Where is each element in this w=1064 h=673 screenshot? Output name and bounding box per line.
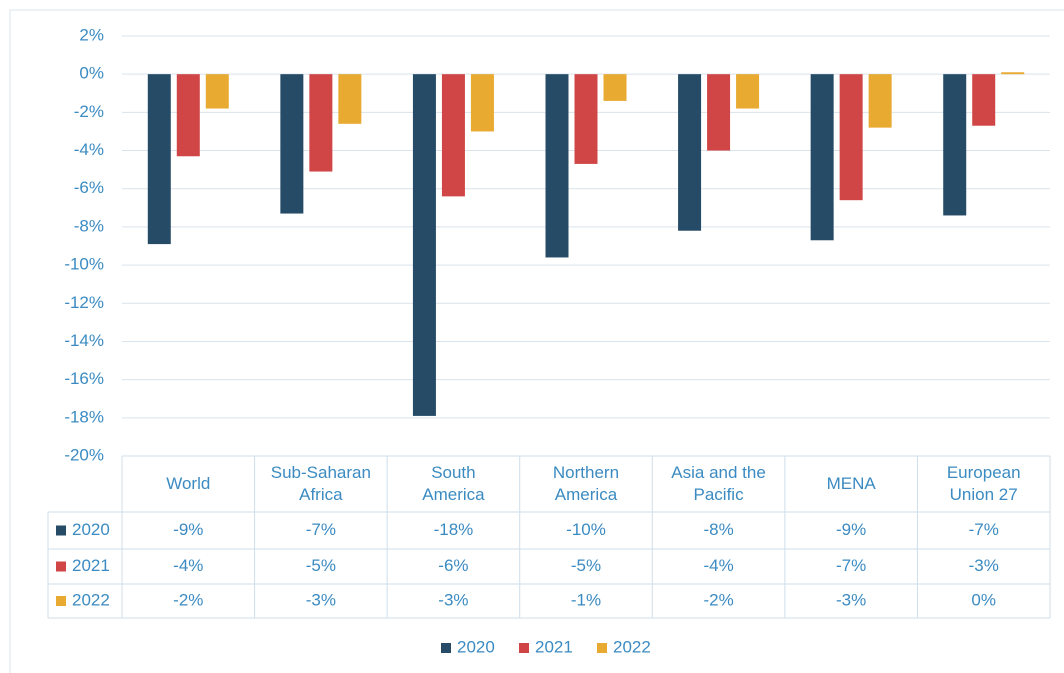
data-label: -18% xyxy=(434,520,474,539)
data-label: -8% xyxy=(703,520,733,539)
data-label: -3% xyxy=(306,590,336,609)
category-label: European Union 27 xyxy=(946,463,1021,504)
data-label: -10% xyxy=(566,520,606,539)
y-tick-label: -2% xyxy=(74,102,104,121)
data-label: -1% xyxy=(571,590,601,609)
bar xyxy=(839,74,863,201)
bar xyxy=(280,74,304,214)
data-label: -5% xyxy=(571,556,601,575)
legend-key xyxy=(56,525,66,536)
bar xyxy=(736,74,760,109)
legend-swatch xyxy=(597,643,607,653)
data-label: -9% xyxy=(836,520,866,539)
bar xyxy=(574,74,598,164)
y-tick-label: -6% xyxy=(74,178,104,197)
y-tick-label: -18% xyxy=(64,407,104,426)
bar xyxy=(868,74,892,128)
category-label: Asia and the Pacific xyxy=(671,463,766,504)
category-label: World xyxy=(166,474,211,493)
bar xyxy=(972,74,996,126)
row-label: 2020 xyxy=(72,520,110,539)
data-label: -9% xyxy=(173,520,203,539)
data-label: -7% xyxy=(836,556,866,575)
data-label: -7% xyxy=(969,520,999,539)
legend-label: 2021 xyxy=(535,637,573,656)
y-tick-label: -8% xyxy=(74,216,104,235)
data-label: -3% xyxy=(438,590,468,609)
row-label: 2021 xyxy=(72,556,110,575)
y-tick-label: -12% xyxy=(64,293,104,312)
data-label: -6% xyxy=(438,556,468,575)
data-label: 0% xyxy=(971,590,996,609)
bar xyxy=(205,74,229,109)
y-tick-label: -10% xyxy=(64,255,104,274)
bar xyxy=(810,74,834,241)
data-label: -2% xyxy=(703,590,733,609)
data-label: -5% xyxy=(306,556,336,575)
bar xyxy=(176,74,200,157)
y-tick-label: 0% xyxy=(79,64,104,83)
y-tick-label: -14% xyxy=(64,331,104,350)
row-label: 2022 xyxy=(72,590,110,609)
data-label: -4% xyxy=(703,556,733,575)
category-label: Northern America xyxy=(552,463,620,504)
bar xyxy=(943,74,967,216)
y-tick-label: 2% xyxy=(79,25,104,44)
data-label: -4% xyxy=(173,556,203,575)
legend-key xyxy=(56,561,66,572)
data-label: -7% xyxy=(306,520,336,539)
data-label: -2% xyxy=(173,590,203,609)
bar xyxy=(412,74,436,416)
bar xyxy=(545,74,569,258)
bar xyxy=(470,74,494,132)
category-label: Sub-Saharan Africa xyxy=(270,463,371,504)
category-label: MENA xyxy=(826,474,876,493)
bar xyxy=(309,74,333,172)
legend-swatch xyxy=(441,643,451,653)
data-label: -3% xyxy=(969,556,999,575)
legend-swatch xyxy=(519,643,529,653)
bar xyxy=(1001,72,1025,75)
bar xyxy=(441,74,465,197)
bar xyxy=(338,74,362,124)
data-label: -3% xyxy=(836,590,866,609)
bar xyxy=(147,74,171,245)
y-tick-label: -20% xyxy=(64,445,104,464)
legend-label: 2020 xyxy=(457,637,495,656)
bar xyxy=(678,74,702,231)
category-label: South America xyxy=(422,463,485,504)
legend-label: 2022 xyxy=(613,637,651,656)
bar xyxy=(707,74,731,151)
legend-key xyxy=(56,596,66,606)
bar xyxy=(603,74,627,101)
y-tick-label: -16% xyxy=(64,369,104,388)
chart-frame xyxy=(9,9,1064,673)
y-tick-label: -4% xyxy=(74,140,104,159)
